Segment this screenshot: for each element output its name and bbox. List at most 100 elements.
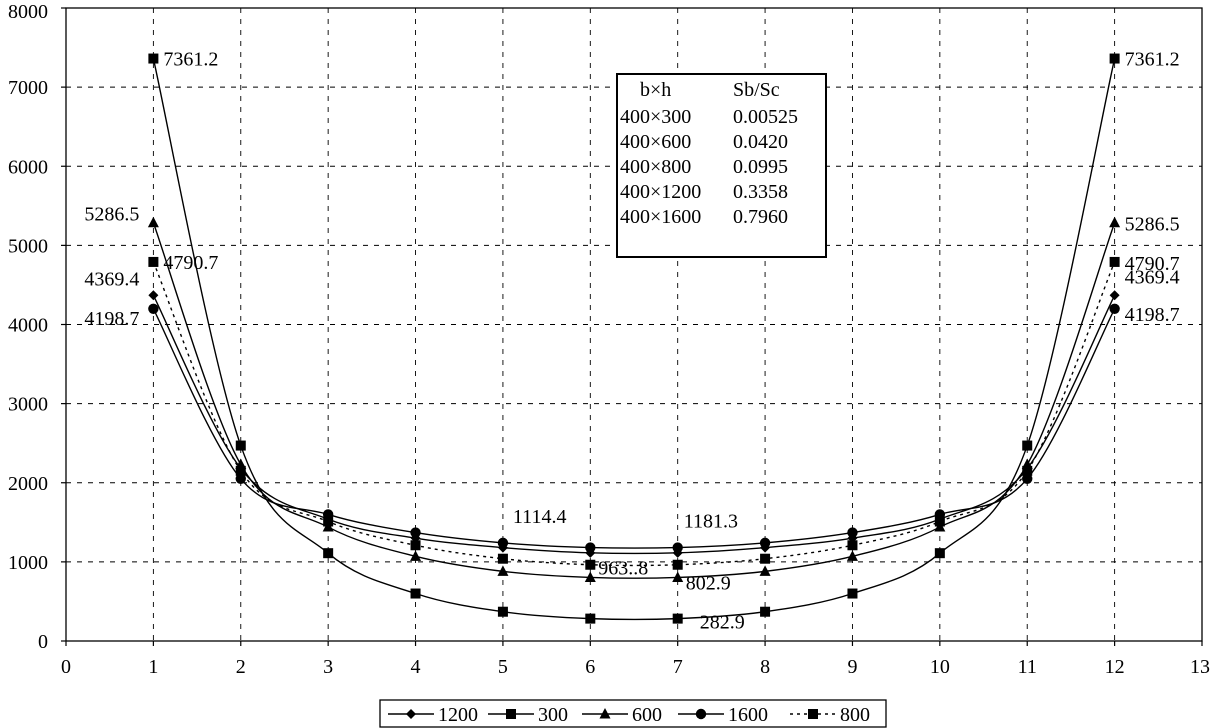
y-tick-label: 6000 (8, 156, 48, 178)
data-point-1600 (585, 542, 596, 553)
x-tick-label: 13 (1190, 656, 1210, 678)
y-tick-label: 7000 (8, 77, 48, 99)
legend-label: 1600 (728, 704, 768, 726)
data-point-600 (147, 216, 159, 228)
data-point-300 (497, 606, 508, 617)
series-line-800 (152, 261, 1116, 567)
data-label: 7361.2 (163, 49, 218, 71)
data-label: 5286.5 (1125, 214, 1180, 236)
data-point-800 (847, 540, 858, 551)
data-point-300 (235, 440, 246, 451)
y-tick-label: 2000 (8, 473, 48, 495)
data-point-800 (672, 559, 683, 570)
data-point-1600 (410, 527, 421, 538)
legend-label: 800 (840, 704, 870, 726)
data-point-1600 (759, 537, 771, 549)
data-point-1600 (1022, 473, 1033, 484)
data-label: 4369.4 (1125, 266, 1180, 288)
series-line-1600 (152, 308, 1116, 549)
legend-marker-300 (506, 709, 516, 719)
data-point-800 (410, 540, 421, 551)
x-tick-label: 10 (930, 656, 950, 678)
data-label: 1114.4 (513, 506, 567, 528)
data-point-600 (497, 565, 509, 576)
data-point-800 (585, 559, 596, 570)
info-row-dimension: 400×800 (620, 156, 691, 178)
series-lines (147, 53, 1121, 624)
data-point-800 (148, 256, 159, 267)
y-tick-labels: 0 1000 2000 3000 4000 5000 6000 7000 8000 (8, 1, 48, 653)
data-point-800 (1109, 256, 1120, 267)
data-point-300 (934, 548, 945, 559)
data-point-800 (760, 553, 771, 564)
data-point-300 (672, 613, 683, 624)
series-line-600 (152, 222, 1116, 579)
x-tick-label: 12 (1105, 656, 1125, 678)
x-tick-label: 5 (498, 656, 508, 678)
data-point-600 (759, 565, 771, 576)
info-header-ratio: Sb/Sc (733, 79, 780, 101)
y-tick-label: 8000 (8, 1, 48, 23)
data-point-800 (235, 465, 246, 476)
x-tick-label: 8 (760, 656, 770, 678)
data-point-1200 (1109, 290, 1120, 301)
x-tick-label: 3 (323, 656, 333, 678)
info-row-dimension: 400×600 (620, 131, 691, 153)
x-tick-label: 0 (61, 656, 71, 678)
data-point-1200 (148, 290, 159, 301)
data-label: 4369.4 (84, 268, 139, 290)
x-tick-label: 2 (236, 656, 246, 678)
data-label: 802.9 (686, 572, 731, 594)
info-row-ratio: 0.0420 (733, 131, 788, 153)
data-point-300 (323, 548, 334, 559)
data-point-1600 (235, 473, 246, 484)
x-tick-label: 1 (148, 656, 158, 678)
legend-marker-1600 (695, 708, 707, 720)
legend-label: 1200 (438, 704, 478, 726)
data-point-800 (323, 516, 334, 527)
info-box: b×h Sb/Sc 400×300 0.00525 400×600 0.0420 400×8… (616, 73, 827, 258)
data-point-300 (1109, 53, 1120, 64)
x-tick-labels: 0 1 2 3 4 5 6 7 8 9 10 11 12 13 (61, 656, 1210, 678)
axes (61, 7, 1203, 646)
legend-frame (379, 699, 887, 728)
data-label: 7361.2 (1125, 49, 1180, 71)
x-tick-label: 9 (847, 656, 857, 678)
data-point-800 (1022, 465, 1033, 476)
legend-marker-600 (599, 708, 611, 719)
data-point-300 (847, 588, 858, 599)
x-tick-label: 6 (585, 656, 595, 678)
data-point-600 (584, 571, 596, 582)
y-tick-label: 0 (38, 631, 48, 653)
info-box-frame (616, 73, 827, 258)
data-label: 4790.7 (1125, 253, 1180, 275)
data-point-1600 (672, 542, 683, 553)
data-point-1600 (847, 527, 858, 538)
y-tick-label: 5000 (8, 235, 48, 257)
info-row-ratio: 0.00525 (733, 106, 798, 128)
data-label: 4198.7 (84, 308, 139, 330)
info-row-ratio: 0.3358 (733, 181, 788, 203)
data-point-300 (148, 53, 159, 64)
data-point-300 (760, 606, 771, 617)
info-row-dimension: 400×300 (620, 106, 691, 128)
data-point-600 (672, 571, 684, 582)
x-tick-label: 4 (411, 656, 421, 678)
legend-label: 300 (538, 704, 568, 726)
y-tick-label: 4000 (8, 315, 48, 337)
grid-lines (66, 8, 1202, 641)
legend: 1200 300 600 1600 800 (379, 699, 887, 728)
data-point-800 (497, 553, 508, 564)
info-row-ratio: 0.7960 (733, 206, 788, 228)
data-label: 282.9 (700, 612, 745, 634)
data-label: 963..8 (598, 558, 648, 580)
data-point-300 (1022, 440, 1033, 451)
legend-marker-1200 (406, 709, 416, 719)
data-point-300 (585, 613, 596, 624)
x-tick-label: 11 (1018, 656, 1037, 678)
info-row-dimension: 400×1200 (620, 181, 701, 203)
x-tick-label: 7 (673, 656, 683, 678)
data-point-800 (934, 516, 945, 527)
